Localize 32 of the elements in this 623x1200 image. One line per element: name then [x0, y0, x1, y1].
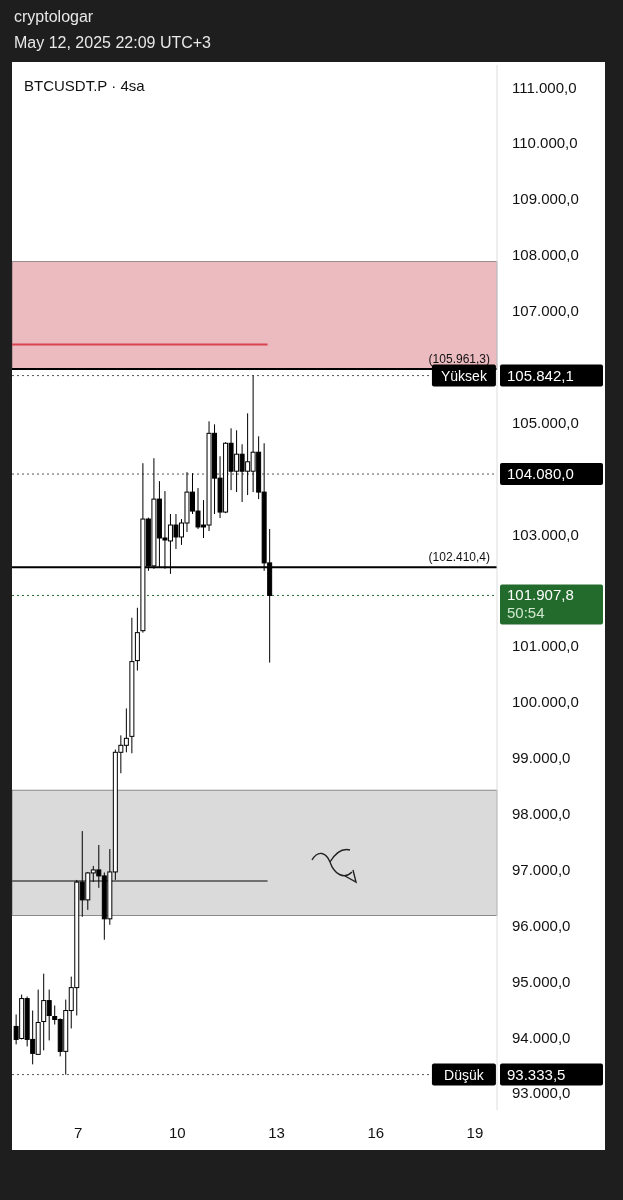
y-tick-label: 103.000,0: [512, 525, 579, 543]
x-tick-label: 13: [268, 1124, 285, 1141]
y-tick-label: 105.000,0: [512, 413, 579, 431]
text: May 12, 2025 22:09 UTC+3: [14, 34, 212, 51]
y-tick-label: 95.000,0: [512, 972, 571, 990]
y-tick-label: 110.000,0: [512, 134, 578, 152]
annotation: Yüksek: [440, 367, 488, 384]
y-tick-label: 97.000,0: [512, 860, 571, 878]
text: cryptologar: [14, 8, 94, 25]
y-tick-label: 99.000,0: [512, 749, 571, 767]
y-tick-label: 94.000,0: [512, 1028, 571, 1046]
annotation: Düşük: [444, 1066, 485, 1083]
y-tick-label: 93.000,0: [512, 1084, 571, 1102]
y-tick-label: 101.000,0: [512, 637, 579, 655]
ref-line-label: 93.333,5: [507, 1065, 566, 1083]
ref-line-label: 105.842,1: [507, 366, 574, 384]
ref-line-label: (102.410,4): [428, 550, 490, 565]
y-tick-label: 96.000,0: [512, 916, 571, 934]
ref-line-label: (105.961,3): [428, 351, 490, 366]
x-tick-label: 16: [367, 1124, 385, 1141]
y-tick-label: 107.000,0: [512, 302, 579, 320]
y-tick-label: 109.000,0: [512, 190, 579, 208]
x-tick-label: 10: [169, 1124, 186, 1141]
x-tick-label: 7: [73, 1124, 83, 1141]
y-tick-label: 98.000,0: [512, 805, 571, 823]
x-tick-label: 19: [466, 1124, 484, 1141]
y-tick-label: 100.000,0: [512, 693, 579, 711]
y-tick-label: 111.000,0: [512, 78, 577, 96]
ref-line-label: 101.907,8 50:54: [507, 586, 574, 622]
y-tick-label: 108.000,0: [512, 246, 579, 264]
ref-line-label: 104.080,0: [507, 465, 574, 483]
text: BTCUSDT.P · 4sa: [24, 77, 146, 94]
